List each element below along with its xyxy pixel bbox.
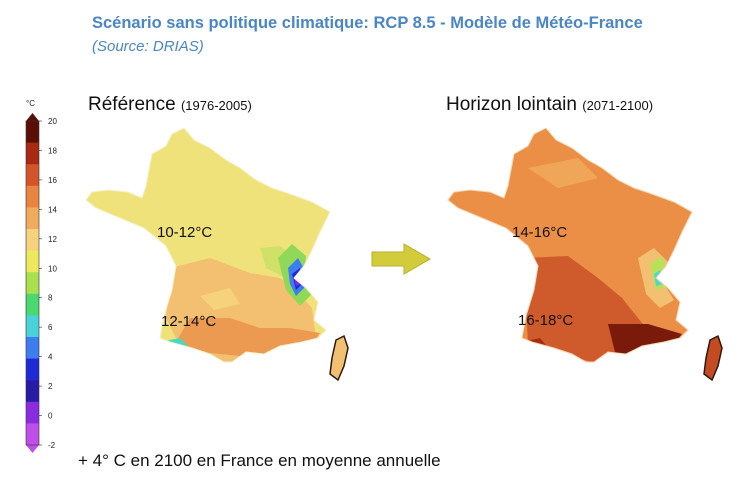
right-arrow-icon [371, 243, 432, 275]
future-map-period: (2071-2100) [582, 98, 654, 113]
legend-tick-label: 0 [48, 412, 53, 421]
legend-tick-label: 16 [48, 176, 57, 185]
legend-outline [25, 120, 40, 446]
summary-note: + 4° C en 2100 en France en moyenne annu… [78, 451, 441, 470]
legend-color-step [26, 272, 39, 295]
legend-unit: °C [26, 99, 35, 108]
legend-tick-label: 14 [48, 205, 57, 214]
legend-color-step [26, 315, 39, 338]
reference-map-period: (1976-2005) [180, 98, 252, 113]
future-map-title: Horizon lointain [446, 94, 577, 115]
legend-color-step [26, 207, 39, 230]
future-map-heading: Horizon lointain (2071-2100) [446, 94, 653, 116]
future-south-zone-label: 16-18°C [518, 312, 574, 329]
legend-tick-label: 2 [48, 382, 53, 391]
legend-tick-label: 12 [48, 235, 57, 244]
legend-top-tip [26, 113, 39, 121]
reference-south-zone-label: 12-14°C [161, 313, 217, 330]
legend-color-step [26, 250, 39, 273]
legend-tick-label: 6 [48, 323, 53, 332]
reference-temperature-map [85, 128, 349, 382]
legend-color-step [26, 229, 39, 252]
legend-color-step [26, 401, 39, 424]
legend-bottom-tip [26, 445, 39, 453]
future-north-zone-label: 14-16°C [512, 224, 568, 241]
legend-tick-label: 10 [48, 264, 57, 273]
legend-color-step [26, 164, 39, 187]
page-title: Scénario sans politique climatique: RCP … [92, 14, 643, 32]
legend-color-step [26, 337, 39, 360]
legend-tick-label: -2 [48, 441, 56, 450]
future-temperature-map [447, 128, 723, 382]
reference-north-zone-label: 10-12°C [157, 224, 213, 241]
legend-color-step [26, 185, 39, 208]
future-corsica-island [703, 334, 723, 382]
source-caption: (Source: DRIAS) [92, 38, 204, 55]
legend-tick-label: 20 [48, 117, 57, 126]
reference-corsica-island [329, 334, 349, 382]
temperature-legend: °C 20 18 16 14 12 10 8 6 4 2 0 -2 [14, 97, 64, 457]
legend-color-step [26, 423, 39, 446]
legend-tick-label: 8 [48, 294, 53, 303]
legend-color-step [26, 142, 39, 165]
legend-tick-label: 18 [48, 146, 57, 155]
legend-color-step [26, 293, 39, 316]
reference-map-heading: Référence (1976-2005) [88, 94, 252, 116]
reference-map-title: Référence [88, 94, 176, 115]
legend-color-step [26, 358, 39, 381]
legend-color-step [26, 380, 39, 403]
legend-tick-label: 4 [48, 353, 53, 362]
legend-color-step [26, 121, 39, 144]
